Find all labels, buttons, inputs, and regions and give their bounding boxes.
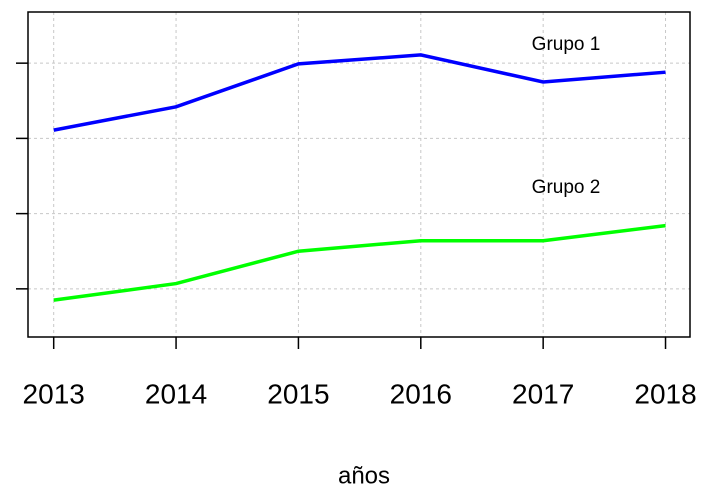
x-tick-label: 2018 [634, 378, 696, 409]
x-tick-label: 2017 [512, 378, 574, 409]
plot-frame [27, 11, 691, 338]
x-tick-label: 2016 [390, 378, 452, 409]
series-label: Grupo 1 [532, 34, 601, 55]
x-tick-label: 2013 [23, 378, 85, 409]
x-tick-label: 2014 [145, 378, 207, 409]
line [53, 223, 666, 302]
series-label: Grupo 2 [532, 177, 601, 198]
line [53, 53, 666, 132]
x-tick-label: 2015 [267, 378, 329, 409]
x-axis-label: años [338, 462, 390, 489]
